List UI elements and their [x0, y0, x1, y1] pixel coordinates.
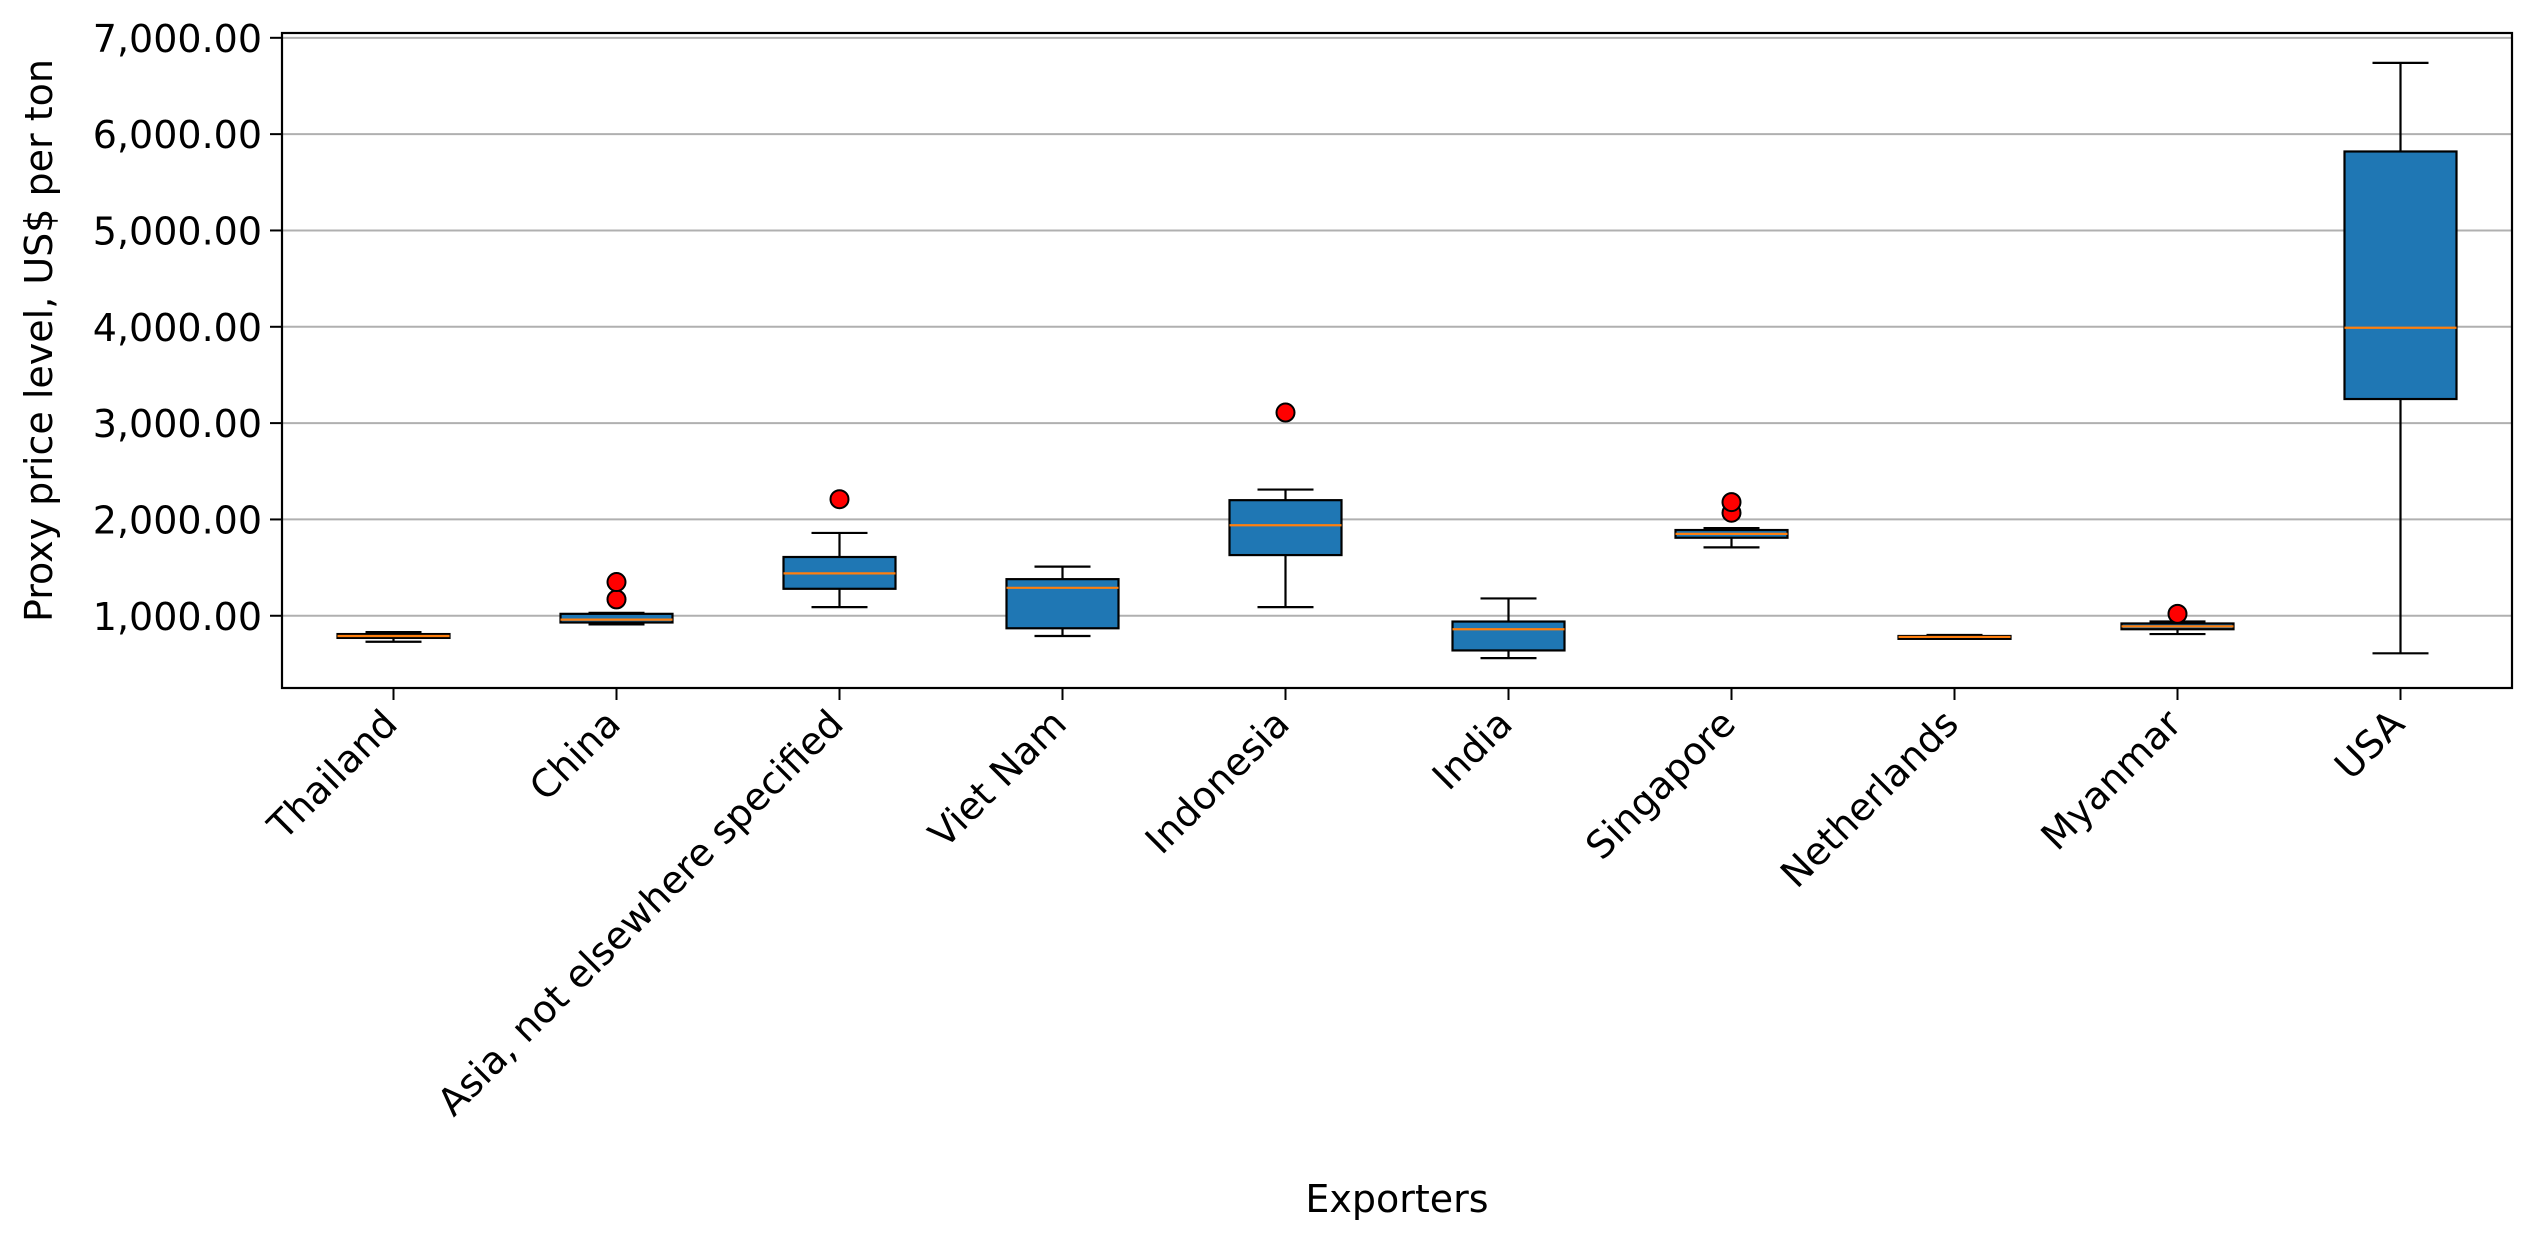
box-iqr — [1228, 499, 1343, 557]
box-group — [1897, 633, 2012, 640]
y-tick-label: 6,000.00 — [93, 113, 262, 157]
box-group — [336, 631, 451, 643]
y-tick-label: 1,000.00 — [93, 595, 262, 639]
box-iqr — [1451, 620, 1566, 652]
outlier-point — [1275, 402, 1296, 423]
boxes — [336, 61, 2458, 660]
y-tick-label: 2,000.00 — [93, 498, 262, 542]
y-tick-label: 4,000.00 — [93, 306, 262, 350]
box-group — [1005, 565, 1120, 638]
outlier-point — [606, 589, 627, 610]
outlier-point — [829, 489, 850, 510]
y-axis-label: Proxy price level, US$ per ton — [17, 59, 61, 622]
box-group — [559, 572, 674, 626]
box-group — [2343, 61, 2458, 655]
box-iqr — [2343, 150, 2458, 401]
outlier-point — [2167, 603, 2188, 624]
box-group — [1674, 492, 1789, 549]
box-group — [1228, 402, 1343, 609]
y-tick-label: 3,000.00 — [93, 402, 262, 446]
outlier-point — [1721, 492, 1742, 513]
box-iqr — [559, 612, 674, 624]
y-tick-label: 5,000.00 — [93, 209, 262, 253]
plot-frame — [280, 31, 2514, 690]
box-group — [782, 489, 897, 609]
box-iqr — [1005, 578, 1120, 630]
box-group — [2120, 603, 2235, 636]
y-tick-label: 7,000.00 — [93, 17, 262, 61]
box-group — [1451, 597, 1566, 660]
x-axis-label: Exporters — [1305, 1177, 1488, 1221]
outlier-point — [606, 572, 627, 593]
